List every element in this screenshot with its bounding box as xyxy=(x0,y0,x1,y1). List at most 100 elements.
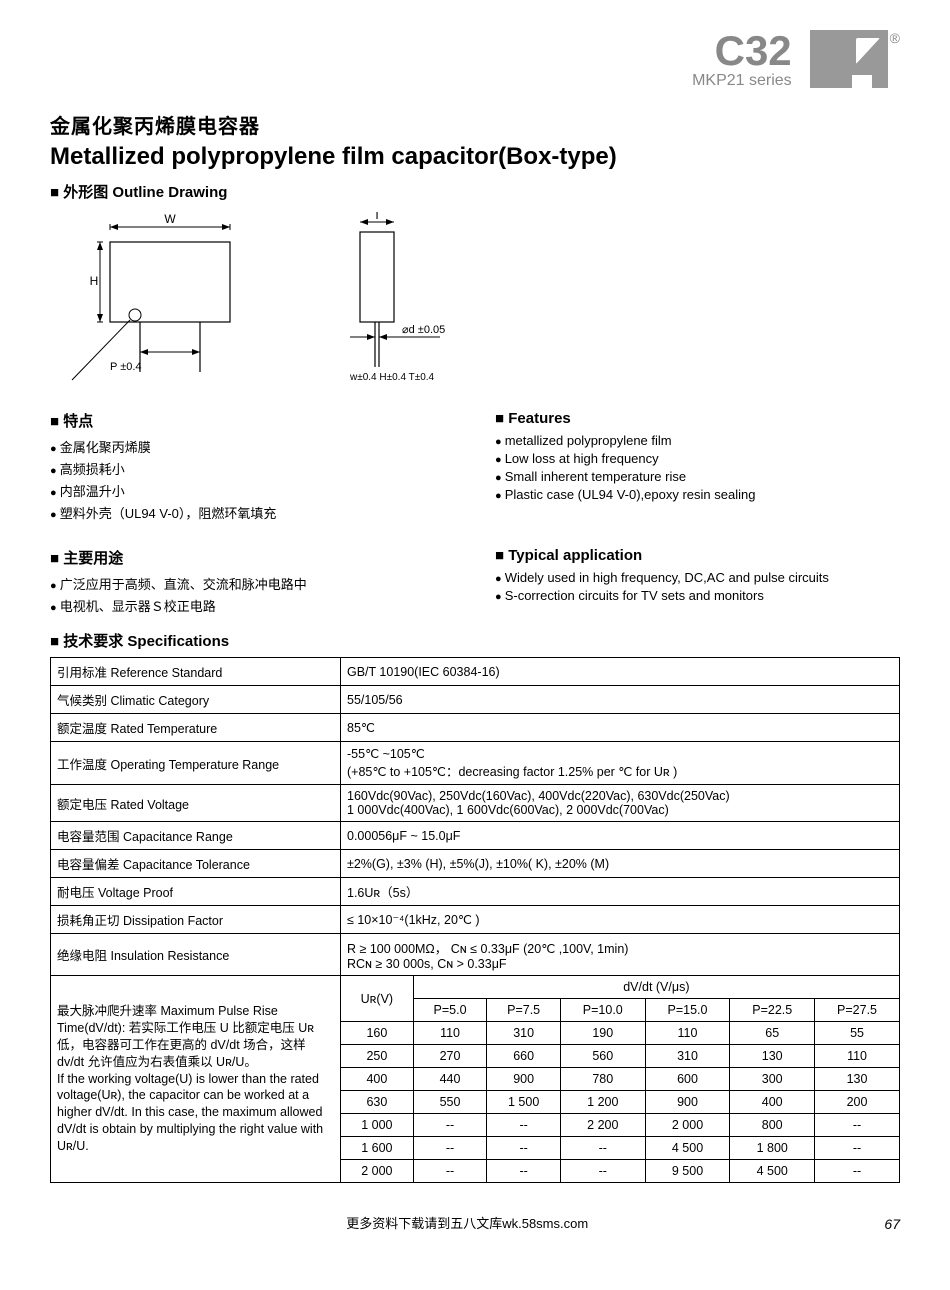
spec-value: 160Vdc(90Vac), 250Vdc(160Vac), 400Vdc(22… xyxy=(341,785,900,822)
logo: ® xyxy=(810,30,900,88)
outline-drawing: W H P ±0.4 T ⌀d ±0.05 w±0.4 H±0.4 T±0.4 xyxy=(70,212,900,382)
feature-item: Low loss at high frequency xyxy=(495,451,900,466)
dvdt-cell: -- xyxy=(487,1114,561,1137)
dvdt-cell: 2 000 xyxy=(645,1114,730,1137)
dvdt-cell: 1 500 xyxy=(487,1091,561,1114)
application-item: Widely used in high frequency, DC,AC and… xyxy=(495,570,900,585)
spec-label: 损耗角正切 Dissipation Factor xyxy=(51,906,341,934)
dvdt-cell: 400 xyxy=(730,1091,815,1114)
spec-value: R ≥ 100 000MΩ， Cɴ ≤ 0.33μF (20℃ ,100V, 1… xyxy=(341,934,900,976)
applications-cn-col: 主要用途 广泛应用于高频、直流、交流和脉冲电路中 电视机、显示器Ｓ校正电路 xyxy=(50,537,455,618)
application-item: 广泛应用于高频、直流、交流和脉冲电路中 xyxy=(50,574,455,593)
pitch-header: P=5.0 xyxy=(413,999,487,1022)
dvdt-cell: 300 xyxy=(730,1068,815,1091)
ur-cell: 1 000 xyxy=(341,1114,414,1137)
dvdt-cell: 270 xyxy=(413,1045,487,1068)
spec-label: 气候类别 Climatic Category xyxy=(51,686,341,714)
spec-row: 引用标准 Reference StandardGB/T 10190(IEC 60… xyxy=(51,658,900,686)
feature-item: 金属化聚丙烯膜 xyxy=(50,437,455,456)
dvdt-cell: 600 xyxy=(645,1068,730,1091)
dvdt-cell: -- xyxy=(413,1137,487,1160)
dvdt-header: dV/dt (V/μs) xyxy=(413,976,899,999)
application-item: 电视机、显示器Ｓ校正电路 xyxy=(50,596,455,615)
dvdt-cell: 800 xyxy=(730,1114,815,1137)
dvdt-cell: -- xyxy=(815,1160,900,1183)
front-view-drawing: W H P ±0.4 xyxy=(70,212,280,382)
title-english: Metallized polypropylene film capacitor(… xyxy=(50,143,900,171)
ur-cell: 250 xyxy=(341,1045,414,1068)
specs-heading: 技术要求 Specifications xyxy=(50,630,900,651)
ur-cell: 2 000 xyxy=(341,1160,414,1183)
spec-label: 电容量偏差 Capacitance Tolerance xyxy=(51,850,341,878)
dim-P: P ±0.4 xyxy=(110,361,142,373)
application-item: S-correction circuits for TV sets and mo… xyxy=(495,588,900,603)
feature-item: Small inherent temperature rise xyxy=(495,469,900,484)
dvdt-cell: 560 xyxy=(560,1045,645,1068)
side-view-drawing: T ⌀d ±0.05 w±0.4 H±0.4 T±0.4 xyxy=(320,212,500,382)
ur-cell: 400 xyxy=(341,1068,414,1091)
features-list-cn: 金属化聚丙烯膜 高频损耗小 内部温升小 塑料外壳（UL94 V-0），阻燃环氧填… xyxy=(50,437,455,522)
features-list-en: metallized polypropylene film Low loss a… xyxy=(495,433,900,502)
dvdt-cell: 900 xyxy=(487,1068,561,1091)
pitch-header: P=15.0 xyxy=(645,999,730,1022)
dvdt-cell: 9 500 xyxy=(645,1160,730,1183)
spec-row: 最大脉冲爬升速率 Maximum Pulse Rise Time(dV/dt):… xyxy=(51,976,900,999)
dvdt-cell: 55 xyxy=(815,1022,900,1045)
spec-value: 85℃ xyxy=(341,714,900,742)
features-row: 特点 金属化聚丙烯膜 高频损耗小 内部温升小 塑料外壳（UL94 V-0），阻燃… xyxy=(50,400,900,525)
spec-value: 55/105/56 xyxy=(341,686,900,714)
footer-text: 更多资料下载请到五八文库wk.58sms.com xyxy=(346,1213,588,1232)
specs-table: 引用标准 Reference StandardGB/T 10190(IEC 60… xyxy=(50,657,900,1183)
spec-row: 额定温度 Rated Temperature85℃ xyxy=(51,714,900,742)
spec-value: GB/T 10190(IEC 60384-16) xyxy=(341,658,900,686)
dvdt-cell: 200 xyxy=(815,1091,900,1114)
dvdt-cell: 780 xyxy=(560,1068,645,1091)
spec-value: ±2%(G), ±3% (H), ±5%(J), ±10%( K), ±20% … xyxy=(341,850,900,878)
title-chinese: 金属化聚丙烯膜电容器 xyxy=(50,110,900,139)
dvdt-cell: 110 xyxy=(645,1022,730,1045)
feature-item: 内部温升小 xyxy=(50,481,455,500)
pitch-header: P=27.5 xyxy=(815,999,900,1022)
series-code: C32 xyxy=(692,30,792,72)
spec-value: 1.6Uʀ（5s） xyxy=(341,878,900,906)
registered-mark: ® xyxy=(890,30,900,46)
spec-label: 电容量范围 Capacitance Range xyxy=(51,822,341,850)
dvdt-cell: 440 xyxy=(413,1068,487,1091)
spec-row: 工作温度 Operating Temperature Range-55℃ ~10… xyxy=(51,742,900,785)
pitch-header: P=22.5 xyxy=(730,999,815,1022)
spec-row: 额定电压 Rated Voltage160Vdc(90Vac), 250Vdc(… xyxy=(51,785,900,822)
dvdt-cell: 4 500 xyxy=(730,1160,815,1183)
dvdt-cell: 4 500 xyxy=(645,1137,730,1160)
header: C32 MKP21 series ® xyxy=(50,30,900,90)
dvdt-cell: -- xyxy=(815,1137,900,1160)
features-heading-en: Features xyxy=(495,410,900,427)
series-block: C32 MKP21 series xyxy=(692,30,792,90)
dvdt-cell: -- xyxy=(487,1160,561,1183)
dvdt-cell: -- xyxy=(487,1137,561,1160)
dvdt-cell: 110 xyxy=(815,1045,900,1068)
dvdt-cell: -- xyxy=(560,1137,645,1160)
dim-H: H xyxy=(90,274,99,288)
feature-item: metallized polypropylene film xyxy=(495,433,900,448)
feature-item: 塑料外壳（UL94 V-0），阻燃环氧填充 xyxy=(50,503,455,522)
dvdt-cell: 110 xyxy=(413,1022,487,1045)
spec-row: 电容量范围 Capacitance Range0.00056μF ~ 15.0μ… xyxy=(51,822,900,850)
spec-row: 损耗角正切 Dissipation Factor≤ 10×10⁻⁴(1kHz, … xyxy=(51,906,900,934)
dvdt-cell: -- xyxy=(413,1114,487,1137)
dvdt-cell: 550 xyxy=(413,1091,487,1114)
dvdt-cell: 1 200 xyxy=(560,1091,645,1114)
ur-cell: 1 600 xyxy=(341,1137,414,1160)
features-heading-cn: 特点 xyxy=(50,410,455,431)
pitch-header: P=10.0 xyxy=(560,999,645,1022)
spec-label: 额定电压 Rated Voltage xyxy=(51,785,341,822)
logo-icon xyxy=(810,30,888,88)
applications-en-col: Typical application Widely used in high … xyxy=(495,537,900,618)
dvdt-cell: -- xyxy=(413,1160,487,1183)
ur-header: Uʀ(V) xyxy=(341,976,414,1022)
features-cn-col: 特点 金属化聚丙烯膜 高频损耗小 内部温升小 塑料外壳（UL94 V-0），阻燃… xyxy=(50,400,455,525)
dvdt-cell: 130 xyxy=(730,1045,815,1068)
tolerance-note: w±0.4 H±0.4 T±0.4 xyxy=(349,372,435,382)
spec-row: 耐电压 Voltage Proof1.6Uʀ（5s） xyxy=(51,878,900,906)
spec-label: 额定温度 Rated Temperature xyxy=(51,714,341,742)
dim-T: T xyxy=(373,212,381,222)
